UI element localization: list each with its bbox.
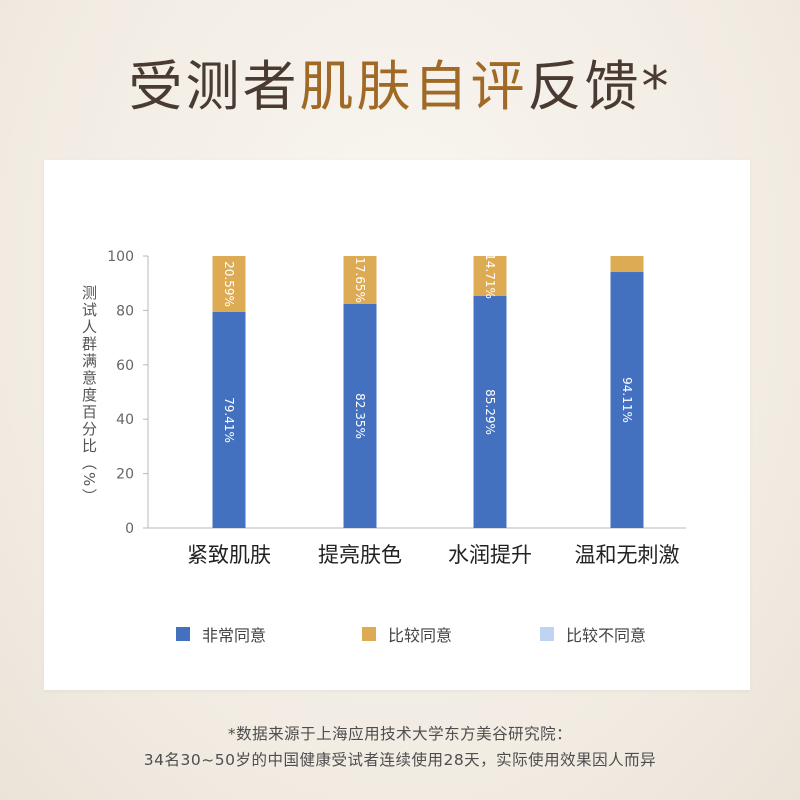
bar-segment bbox=[610, 272, 644, 528]
x-tick-label: 提亮肤色 bbox=[318, 543, 402, 567]
y-tick-label: 40 bbox=[116, 412, 134, 428]
title-part-1: 受测者 bbox=[128, 55, 300, 118]
bar-data-label: 79.41% bbox=[222, 397, 236, 443]
footnote-detail: 34名30~50岁的中国健康受试者连续使用28天，实际使用效果因人而异 bbox=[143, 751, 657, 769]
bar-data-label: 17.65% bbox=[353, 257, 367, 303]
legend-swatch-very-agree bbox=[176, 627, 190, 641]
bar-data-label: 94.11% bbox=[620, 377, 634, 423]
bar-data-label: 85.29% bbox=[483, 389, 497, 435]
bar-data-label: 14.71% bbox=[483, 253, 497, 299]
y-tick-label: 60 bbox=[116, 358, 134, 374]
bar-data-label: 20.59% bbox=[222, 261, 236, 307]
x-tick-label: 温和无刺激 bbox=[575, 543, 680, 567]
x-tick-label: 紧致肌肤 bbox=[187, 543, 271, 567]
x-tick-label: 水润提升 bbox=[448, 543, 532, 567]
legend-label-agree: 比较同意 bbox=[388, 626, 453, 645]
bar-segment bbox=[212, 312, 246, 528]
y-tick-label: 80 bbox=[116, 303, 134, 319]
legend-swatch-disagree bbox=[540, 627, 554, 641]
title-part-2: 肌肤自评 bbox=[299, 55, 528, 118]
y-tick-label: 100 bbox=[107, 249, 134, 265]
page-title: 受测者肌肤自评反馈* bbox=[0, 52, 800, 122]
bar-segment bbox=[343, 304, 377, 528]
legend-item-disagree: 比较不同意 bbox=[540, 622, 646, 646]
legend-item-very-agree: 非常同意 bbox=[176, 622, 266, 646]
bar-segment bbox=[610, 256, 644, 273]
bar-segment bbox=[212, 256, 246, 313]
chart-legend: 非常同意 比较同意 比较不同意 bbox=[0, 622, 800, 646]
legend-item-agree: 比较同意 bbox=[362, 622, 452, 646]
bar-segment bbox=[343, 256, 377, 305]
title-part-3: 反馈* bbox=[527, 55, 672, 118]
y-tick-label: 0 bbox=[125, 521, 134, 537]
y-tick-label: 20 bbox=[116, 467, 134, 483]
footnote-source: *数据来源于上海应用技术大学东方美谷研究院： bbox=[227, 725, 573, 743]
y-axis-label: 测试人群满意度百分比（%） bbox=[80, 285, 98, 506]
legend-label-disagree: 比较不同意 bbox=[566, 626, 647, 645]
legend-swatch-agree bbox=[362, 627, 376, 641]
legend-label-very-agree: 非常同意 bbox=[202, 626, 267, 645]
bar-data-label: 82.35% bbox=[353, 393, 367, 439]
bar-segment bbox=[473, 256, 507, 297]
bar-segment bbox=[473, 296, 507, 528]
